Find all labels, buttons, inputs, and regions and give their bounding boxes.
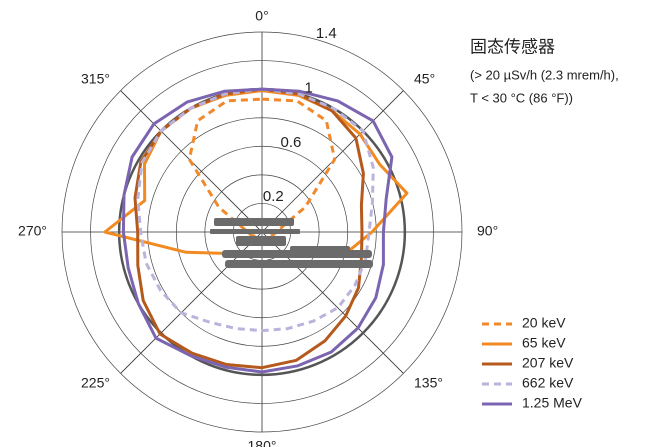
r-tick-label: 0.6 bbox=[281, 134, 302, 151]
theta-tick-label: 90° bbox=[477, 223, 498, 239]
grid-circle bbox=[204, 174, 320, 290]
theta-tick-label: 0° bbox=[255, 8, 268, 24]
legend-label: 65 keV bbox=[522, 335, 566, 351]
series-line bbox=[133, 87, 365, 370]
grid-circle bbox=[61, 31, 463, 433]
series-line bbox=[136, 87, 375, 333]
r-tick-label: 1 bbox=[304, 79, 312, 96]
series-line bbox=[121, 87, 394, 374]
label-layer: 0° 45° 90° 135° 180° 225° 270° 315° 0.2 0.6 1 1.4 bbox=[18, 8, 498, 447]
grid-circle bbox=[147, 117, 377, 347]
theta-tick-label: 270° bbox=[18, 223, 47, 239]
legend-label: 1.25 MeV bbox=[522, 395, 583, 411]
grid-circle bbox=[90, 60, 434, 404]
theta-tick-label: 225° bbox=[81, 375, 110, 391]
chart-subtitle: T < 30 °C (86 °F)) bbox=[470, 90, 573, 105]
detector-icon bbox=[210, 218, 373, 268]
theta-tick-label: 135° bbox=[414, 375, 443, 391]
legend-label: 207 keV bbox=[522, 355, 574, 371]
chart-subtitle: (> 20 µSv/h (2.3 mrem/h), bbox=[470, 67, 619, 82]
grid-circle bbox=[175, 145, 349, 319]
theta-tick-label: 45° bbox=[414, 71, 435, 87]
legend: 20 keV 65 keV 207 keV 662 keV 1.25 MeV bbox=[482, 315, 583, 411]
r-tick-label: 0.2 bbox=[263, 188, 284, 205]
r-tick-label: 1.4 bbox=[316, 25, 337, 42]
legend-label: 662 keV bbox=[522, 375, 574, 391]
theta-tick-label: 315° bbox=[81, 71, 110, 87]
theta-tick-label: 180° bbox=[248, 438, 277, 447]
legend-label: 20 keV bbox=[522, 315, 566, 331]
chart-title: 固态传感器 bbox=[470, 37, 555, 56]
